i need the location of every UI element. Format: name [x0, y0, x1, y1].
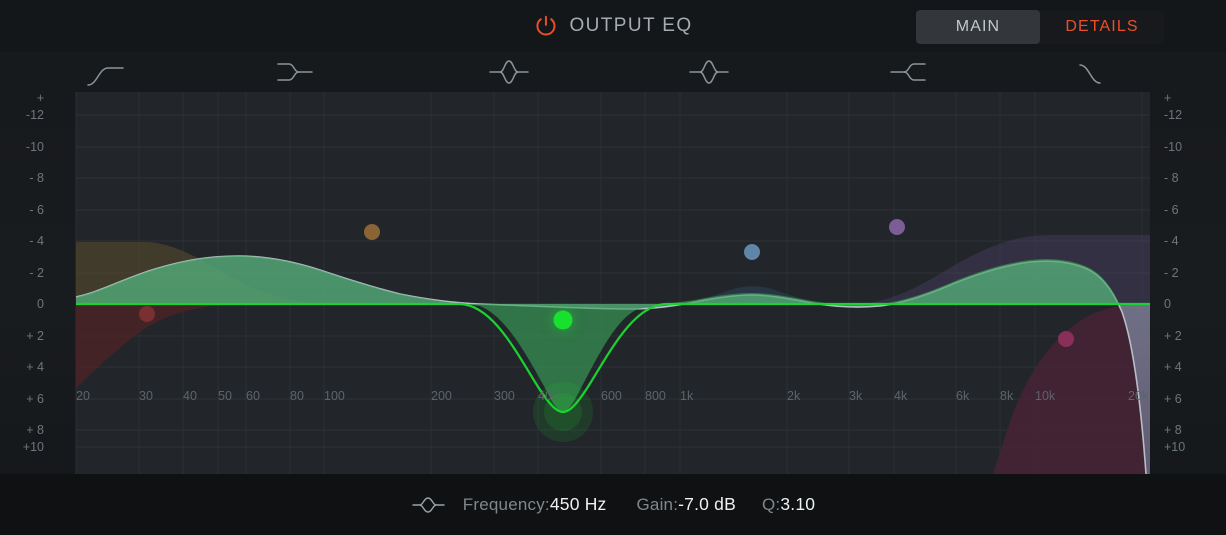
y-axis-tick-left: + 4: [26, 360, 44, 374]
low-shelf-filter-icon[interactable]: [265, 52, 327, 92]
x-axis-tick: 200: [431, 389, 452, 403]
y-axis-tick-left: - 2: [29, 266, 44, 280]
tab-main[interactable]: MAIN: [916, 10, 1040, 44]
y-axis-tick-left: -12: [25, 108, 44, 122]
tab-details[interactable]: DETAILS: [1065, 18, 1139, 35]
y-axis-tick-right: -12: [1164, 108, 1183, 122]
active-band-line: [76, 302, 1150, 414]
low-pass-filter-icon[interactable]: [1066, 52, 1128, 92]
band-node-high-shelf[interactable]: [889, 219, 905, 235]
y-axis-tick-right: + 6: [1164, 392, 1182, 406]
gain-label: Gain:: [636, 495, 679, 514]
y-axis-tick-left: + 2: [26, 329, 44, 343]
parameter-readout-group: Frequency: 450 Hz Gain: -7.0 dB Q: 3.10: [411, 490, 815, 520]
band-node-high-pass[interactable]: [139, 306, 155, 322]
header-bar: OUTPUT EQ MAIN DETAILS: [0, 0, 1226, 52]
active-band-fill: [76, 256, 1122, 412]
x-axis-tick: 60: [246, 389, 260, 403]
gain-readout[interactable]: Gain: -7.0 dB: [637, 494, 736, 515]
x-axis-tick: 40: [183, 389, 197, 403]
y-axis-tick-left: + 8: [26, 423, 44, 437]
y-axis-tick-left: + 6: [26, 392, 44, 406]
band-node-low-pass[interactable]: [1058, 331, 1074, 347]
y-axis-tick-left: -10: [25, 140, 44, 154]
y-axis-tick-right: +: [1164, 91, 1172, 105]
y-axis-tick-right: -10: [1164, 140, 1183, 154]
x-axis-tick: 2k: [787, 389, 801, 403]
x-axis-tick: 800: [645, 389, 666, 403]
x-axis-tick: 10k: [1035, 389, 1056, 403]
y-axis-tick-right: - 4: [1164, 234, 1179, 248]
x-axis-tick: 50: [218, 389, 232, 403]
view-tabs: MAIN DETAILS: [916, 10, 1164, 44]
y-axis-tick-right: +10: [1164, 440, 1186, 454]
y-axis-tick-right: + 8: [1164, 423, 1182, 437]
x-axis-tick: 6k: [956, 389, 970, 403]
y-axis-tick-right: + 4: [1164, 360, 1182, 374]
y-axis-tick-left: 0: [37, 297, 44, 311]
bell-filter-icon: [411, 494, 463, 516]
band-node-low-shelf[interactable]: [364, 224, 380, 240]
frequency-value: 450 Hz: [549, 494, 607, 514]
x-axis-tick: 3k: [849, 389, 863, 403]
frequency-label: Frequency:: [462, 495, 550, 514]
x-axis-tick: 20k: [1128, 389, 1149, 403]
x-axis-tick: 400: [538, 389, 559, 403]
gain-value: -7.0 dB: [678, 494, 736, 514]
x-axis-tick: 4k: [894, 389, 908, 403]
band-region-high-pass: [76, 304, 250, 388]
y-axis-tick-left: - 6: [29, 203, 44, 217]
band-region-low-pass: [993, 304, 1150, 474]
x-axis-tick: 300: [494, 389, 515, 403]
power-icon[interactable]: [533, 14, 558, 39]
bell-filter-icon[interactable]: [678, 52, 740, 92]
y-axis-tick-left: +10: [22, 440, 44, 454]
page-title: OUTPUT EQ: [569, 15, 693, 36]
x-axis-tick: 600: [601, 389, 622, 403]
active-node-glow: [533, 382, 593, 442]
band-node-bell-1[interactable]: [553, 310, 573, 330]
y-axis-tick-right: 0: [1164, 297, 1171, 311]
x-axis-tick: 1k: [680, 389, 694, 403]
horizontal-gridlines: [76, 114, 1150, 448]
y-axis-tick-left: - 8: [29, 171, 44, 185]
x-axis-tick: 30: [139, 389, 153, 403]
bell-filter-icon[interactable]: [478, 52, 540, 92]
x-axis-tick: 20: [76, 389, 90, 403]
y-axis-tick-right: - 8: [1164, 171, 1179, 185]
q-label: Q:: [761, 495, 781, 514]
x-axis-tick: 80: [290, 389, 304, 403]
high-shelf-filter-icon[interactable]: [876, 52, 938, 92]
band-node-bell-2[interactable]: [744, 244, 760, 260]
parameter-readout-bar: Frequency: 450 Hz Gain: -7.0 dB Q: 3.10: [0, 474, 1226, 535]
y-axis-tick-right: + 2: [1164, 329, 1182, 343]
q-value: 3.10: [780, 494, 816, 514]
y-axis-tick-right: - 6: [1164, 203, 1179, 217]
y-axis-tick-left: - 4: [29, 234, 44, 248]
frequency-readout[interactable]: Frequency: 450 Hz: [463, 494, 607, 515]
eq-curve-plot[interactable]: + -12 -10 - 8 - 6 - 4 - 2 0 + 2 + 4 + 6 …: [0, 91, 1226, 486]
filter-band-icon-row: [0, 52, 1226, 92]
high-pass-filter-icon[interactable]: [79, 52, 141, 92]
plugin-title-group: OUTPUT EQ: [533, 12, 692, 40]
x-axis-tick: 8k: [1000, 389, 1014, 403]
y-axis-tick-left: +: [36, 91, 44, 105]
y-axis-tick-right: - 2: [1164, 266, 1179, 280]
x-axis-tick: 100: [324, 389, 345, 403]
q-readout[interactable]: Q: 3.10: [762, 494, 815, 515]
active-node-glow: [544, 393, 582, 431]
